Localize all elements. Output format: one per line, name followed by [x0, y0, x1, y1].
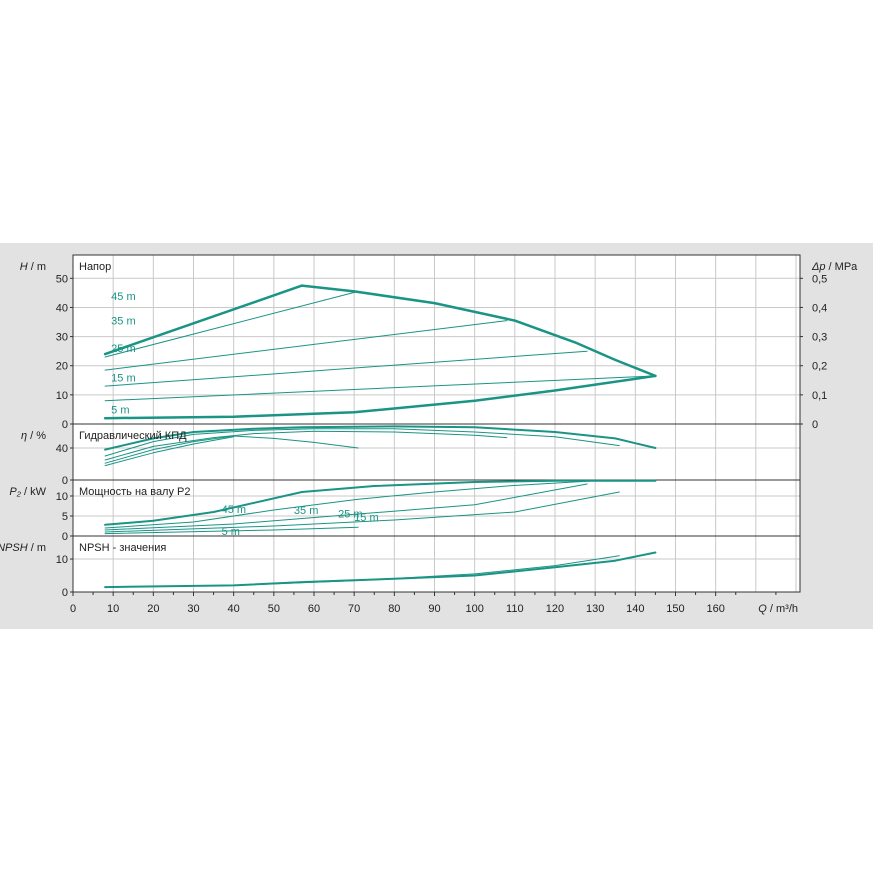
- x-tick-label: 120: [546, 603, 564, 615]
- series-curve: [104, 483, 588, 531]
- panel-title: Гидравлический КПД: [79, 430, 187, 442]
- series-curve: [104, 555, 620, 588]
- series-curve: [104, 375, 656, 402]
- y-tick-label: 5: [62, 511, 68, 523]
- x-tick-label: 140: [626, 603, 644, 615]
- curve-label: 25 m: [338, 509, 362, 521]
- y-right-axis-label: Δp / MPa: [811, 261, 858, 273]
- x-tick-label: 160: [706, 603, 724, 615]
- x-tick-label: 110: [506, 603, 524, 615]
- curve-label: 45 m: [222, 504, 246, 516]
- series-curve: [104, 480, 596, 529]
- panel-title: NPSH - значения: [79, 542, 166, 554]
- y-right-tick-label: 0,3: [812, 332, 827, 344]
- curve-label: 15 m: [111, 372, 135, 384]
- curve-label: 45 m: [111, 291, 135, 303]
- x-tick-label: 70: [348, 603, 360, 615]
- plot-border: [72, 254, 801, 593]
- y-tick-label: 20: [56, 361, 68, 373]
- series-curve: [104, 526, 359, 535]
- x-tick-label: 20: [147, 603, 159, 615]
- series-curve: [104, 425, 657, 451]
- x-tick-label: 60: [308, 603, 320, 615]
- y-tick-label: 40: [56, 302, 68, 314]
- series-curve: [104, 436, 235, 467]
- series-curve: [103, 284, 657, 378]
- x-tick-label: 0: [70, 603, 76, 615]
- y-tick-label: 40: [56, 443, 68, 455]
- y-tick-label: 0: [62, 419, 68, 431]
- series-curve: [104, 320, 508, 371]
- panel-title: Мощность на валу P2: [79, 486, 191, 498]
- y-tick-label: 10: [56, 390, 68, 402]
- y-right-tick-label: 0,1: [812, 390, 827, 402]
- y-axis-label: η / %: [21, 430, 46, 442]
- curve-label: 15 m: [354, 512, 378, 524]
- x-tick-label: 100: [465, 603, 483, 615]
- curve-label: 5 m: [111, 404, 129, 416]
- x-tick-label: 80: [388, 603, 400, 615]
- y-axis-label: P₂ / kW: [9, 486, 46, 498]
- x-tick-label: 90: [428, 603, 440, 615]
- x-tick-label: 50: [268, 603, 280, 615]
- series-curve: [104, 428, 620, 457]
- series-curve: [104, 435, 359, 464]
- y-tick-label: 0: [62, 475, 68, 487]
- x-tick-label: 30: [187, 603, 199, 615]
- chart-frame: 0 10 20 30 40 50 0 0,1 0,2 0,3 0,4 0,5 Напор H / m Δp …: [0, 243, 873, 629]
- x-tick-label: 150: [666, 603, 684, 615]
- y-axis-label: H / m: [20, 261, 46, 273]
- y-tick-label: 10: [56, 491, 68, 503]
- series-curve: [103, 374, 657, 420]
- curve-label: 5 m: [222, 526, 240, 538]
- series-curve: [104, 290, 359, 358]
- y-right-tick-label: 0,4: [812, 302, 827, 314]
- curve-label: 25 m: [111, 343, 135, 355]
- series-curve: [104, 350, 588, 387]
- y-right-tick-label: 0,5: [812, 273, 827, 285]
- y-tick-label: 0: [62, 587, 68, 599]
- series-curve: [104, 430, 508, 461]
- y-axis-label: NPSH / m: [0, 542, 46, 554]
- curve-label: 35 m: [294, 505, 318, 517]
- panel-title: Напор: [79, 261, 111, 273]
- x-tick-label: 10: [107, 603, 119, 615]
- y-right-tick-label: 0: [812, 419, 818, 431]
- y-right-tick-label: 0,2: [812, 361, 827, 373]
- y-tick-label: 10: [56, 554, 68, 566]
- series-curve: [104, 491, 620, 533]
- x-tick-label: 130: [586, 603, 604, 615]
- x-tick-label: 40: [228, 603, 240, 615]
- y-tick-label: 50: [56, 273, 68, 285]
- x-axis-label: Q / m³/h: [758, 603, 798, 615]
- y-tick-label: 30: [56, 332, 68, 344]
- y-tick-label: 0: [62, 531, 68, 543]
- curve-label: 35 m: [111, 316, 135, 328]
- series-curve: [104, 479, 657, 526]
